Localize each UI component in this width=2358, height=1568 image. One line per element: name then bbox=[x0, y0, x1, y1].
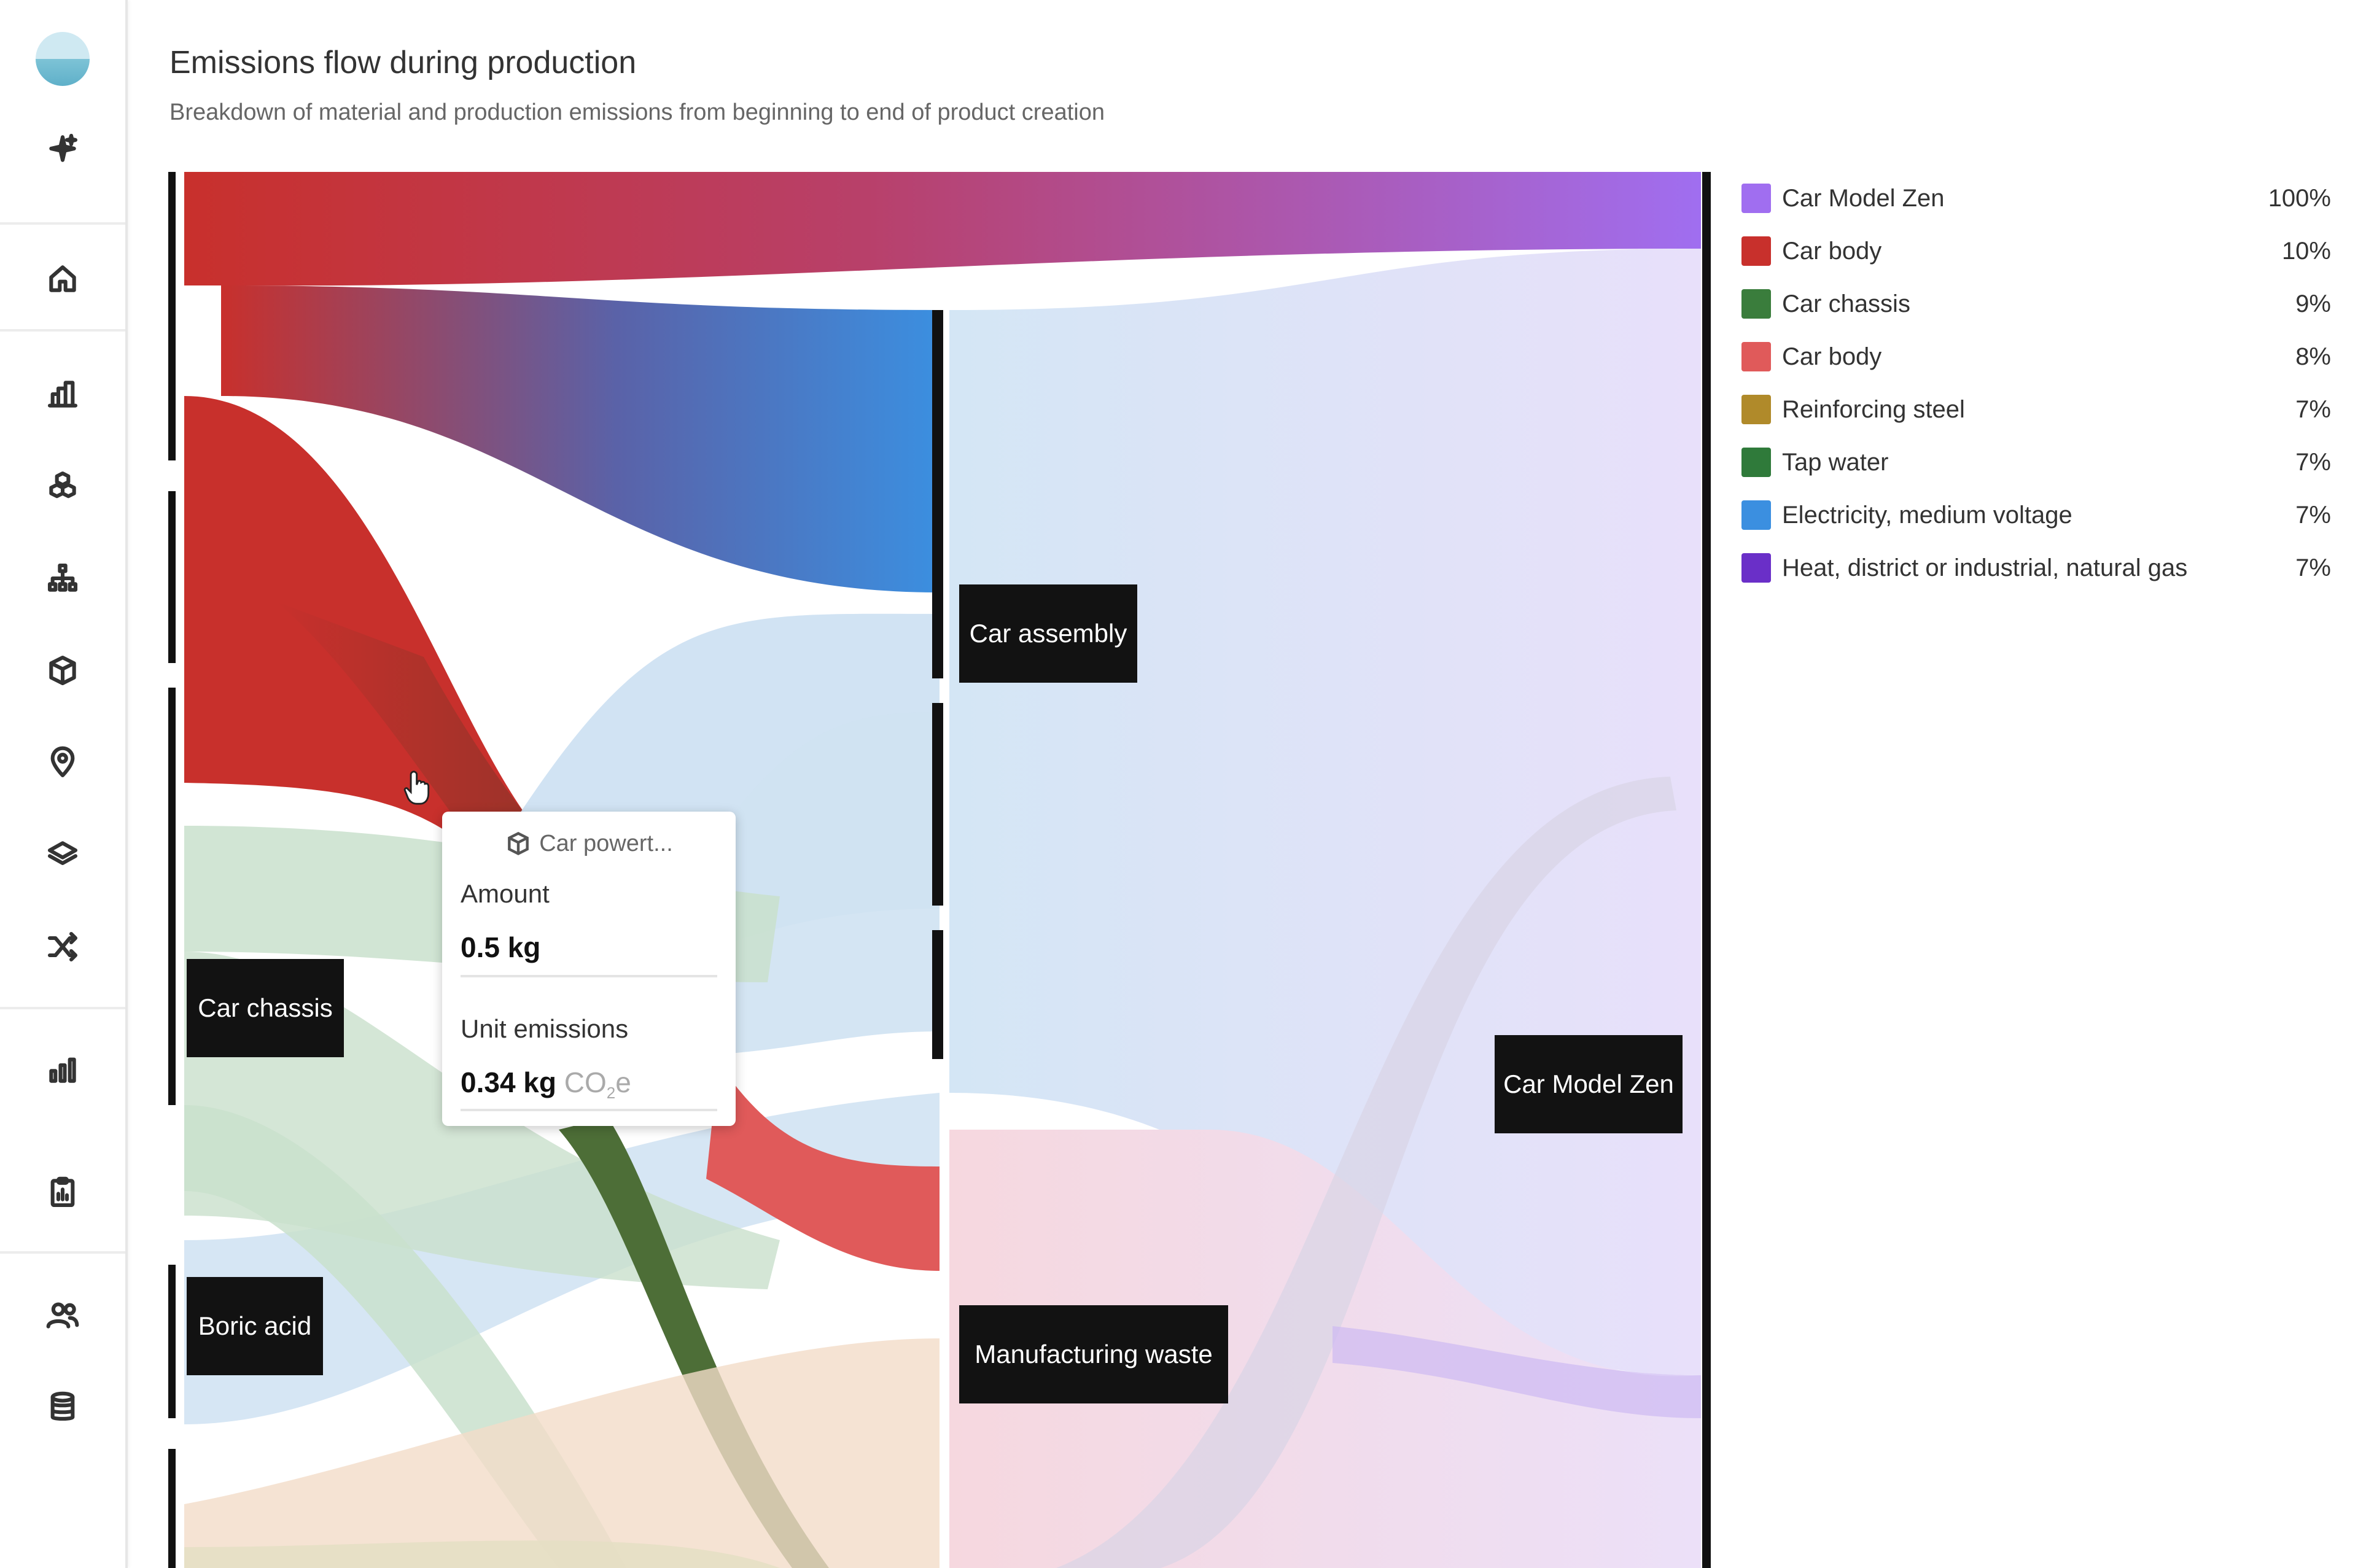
legend-swatch bbox=[1741, 553, 1771, 583]
legend-percent: 8% bbox=[2295, 343, 2331, 370]
legend-percent: 7% bbox=[2295, 554, 2331, 581]
shuffle-icon[interactable] bbox=[38, 922, 87, 971]
node-label-car-assembly[interactable]: Car assembly bbox=[959, 584, 1137, 683]
legend-item[interactable]: Car body 10% bbox=[1741, 225, 2331, 278]
flow-dark-band bbox=[276, 602, 547, 860]
users-icon[interactable] bbox=[38, 1290, 87, 1340]
sidebar-divider bbox=[0, 222, 125, 225]
legend-item[interactable]: Reinforcing steel 7% bbox=[1741, 383, 2331, 436]
legend-percent: 7% bbox=[2295, 448, 2331, 476]
legend-swatch bbox=[1741, 184, 1771, 213]
node-tooltip: Car powert... Amount 0.5 kg Unit emissio… bbox=[442, 812, 736, 1126]
flow-purple-cross bbox=[1333, 1326, 1701, 1418]
node-bar-boric bbox=[168, 1265, 176, 1418]
legend-label: Tap water bbox=[1782, 448, 1889, 476]
node-bar-car-body bbox=[168, 172, 176, 460]
legend-label: Car body bbox=[1782, 237, 1882, 265]
flow-tapwater bbox=[559, 1117, 829, 1568]
tooltip-amount-label: Amount bbox=[461, 879, 550, 908]
tooltip-divider bbox=[461, 975, 717, 977]
flow-carbody-light-to-assembly bbox=[706, 1062, 940, 1271]
legend-label: Heat, district or industrial, natural ga… bbox=[1782, 554, 2188, 581]
sidebar-divider bbox=[0, 1007, 125, 1009]
legend-item[interactable]: Tap water 7% bbox=[1741, 436, 2331, 489]
node-bar-left-5 bbox=[168, 1449, 176, 1568]
materials-icon[interactable] bbox=[38, 462, 87, 511]
database-icon[interactable] bbox=[38, 1383, 87, 1432]
legend-percent: 100% bbox=[2268, 184, 2331, 212]
sankey-chart: Car chassis Boric acid Car assembly Manu… bbox=[166, 172, 1713, 1568]
sidebar bbox=[0, 0, 128, 1568]
tooltip-amount-value: 0.5 kg bbox=[461, 931, 541, 963]
node-bar-assembly-3 bbox=[932, 930, 943, 1059]
node-label-boric-acid[interactable]: Boric acid bbox=[187, 1277, 323, 1375]
legend-swatch bbox=[1741, 289, 1771, 319]
chart-title: Emissions flow during production bbox=[169, 45, 637, 80]
node-bar-left-2 bbox=[168, 491, 176, 663]
legend-swatch bbox=[1741, 500, 1771, 530]
legend-percent: 10% bbox=[2281, 237, 2331, 265]
legend-item[interactable]: Car body 8% bbox=[1741, 330, 2331, 383]
hierarchy-icon[interactable] bbox=[38, 554, 87, 603]
legend-item[interactable]: Heat, district or industrial, natural ga… bbox=[1741, 541, 2331, 594]
legend-item[interactable]: Car Model Zen 100% bbox=[1741, 172, 2331, 225]
sidebar-divider bbox=[0, 329, 125, 332]
tooltip-emissions-unit: CO2e bbox=[564, 1066, 631, 1103]
legend-label: Electricity, medium voltage bbox=[1782, 501, 2072, 529]
node-bar-left-3 bbox=[168, 688, 176, 1105]
flow-carbody-to-zen bbox=[184, 172, 1701, 286]
flow-pink-to-waste bbox=[184, 1338, 940, 1568]
logo[interactable] bbox=[36, 32, 90, 86]
node-label-manufacturing-waste[interactable]: Manufacturing waste bbox=[959, 1305, 1228, 1403]
legend-percent: 7% bbox=[2295, 501, 2331, 529]
buildings-icon[interactable] bbox=[38, 370, 87, 419]
node-label-car-chassis[interactable]: Car chassis bbox=[187, 959, 344, 1057]
node-label-car-model-zen[interactable]: Car Model Zen bbox=[1495, 1035, 1683, 1133]
legend-item[interactable]: Electricity, medium voltage 7% bbox=[1741, 489, 2331, 541]
tooltip-emissions-label: Unit emissions bbox=[461, 1014, 629, 1043]
tooltip-header: Car powert... bbox=[442, 830, 736, 857]
flow-grey-cross bbox=[1056, 777, 1676, 1568]
legend-swatch bbox=[1741, 395, 1771, 424]
legend-swatch bbox=[1741, 342, 1771, 371]
sankey-svg bbox=[168, 172, 1711, 1568]
legend-swatch bbox=[1741, 448, 1771, 477]
node-bar-assembly-2 bbox=[932, 703, 943, 906]
layers-icon[interactable] bbox=[38, 830, 87, 879]
legend-percent: 7% bbox=[2295, 395, 2331, 423]
sidebar-divider bbox=[0, 1251, 125, 1254]
legend-label: Car body bbox=[1782, 343, 1882, 370]
home-icon[interactable] bbox=[38, 254, 87, 303]
tooltip-name: Car powert... bbox=[539, 831, 673, 856]
legend-label: Car Model Zen bbox=[1782, 184, 1945, 212]
flow-carbody-to-assembly bbox=[221, 285, 940, 592]
node-bar-assembly-1 bbox=[932, 310, 943, 678]
box-icon bbox=[508, 832, 529, 855]
legend-percent: 9% bbox=[2295, 290, 2331, 317]
legend-label: Reinforcing steel bbox=[1782, 395, 1965, 423]
node-bar-zen bbox=[1702, 172, 1711, 1568]
legend-swatch bbox=[1741, 236, 1771, 266]
location-icon[interactable] bbox=[38, 738, 87, 787]
hand-cursor-icon bbox=[403, 770, 430, 805]
chart-subtitle: Breakdown of material and production emi… bbox=[169, 99, 1105, 125]
sparkle-icon[interactable] bbox=[38, 124, 87, 173]
tooltip-divider bbox=[461, 1109, 717, 1111]
bar-chart-icon[interactable] bbox=[38, 1045, 87, 1094]
report-icon[interactable] bbox=[38, 1168, 87, 1217]
legend-label: Car chassis bbox=[1782, 290, 1910, 317]
box-icon[interactable] bbox=[38, 646, 87, 695]
tooltip-emissions-value: 0.34 kg CO2e bbox=[461, 1066, 631, 1103]
flow-beige bbox=[184, 1540, 780, 1568]
chart-legend: Car Model Zen 100% Car body 10% Car chas… bbox=[1741, 172, 2331, 594]
legend-item[interactable]: Car chassis 9% bbox=[1741, 278, 2331, 330]
